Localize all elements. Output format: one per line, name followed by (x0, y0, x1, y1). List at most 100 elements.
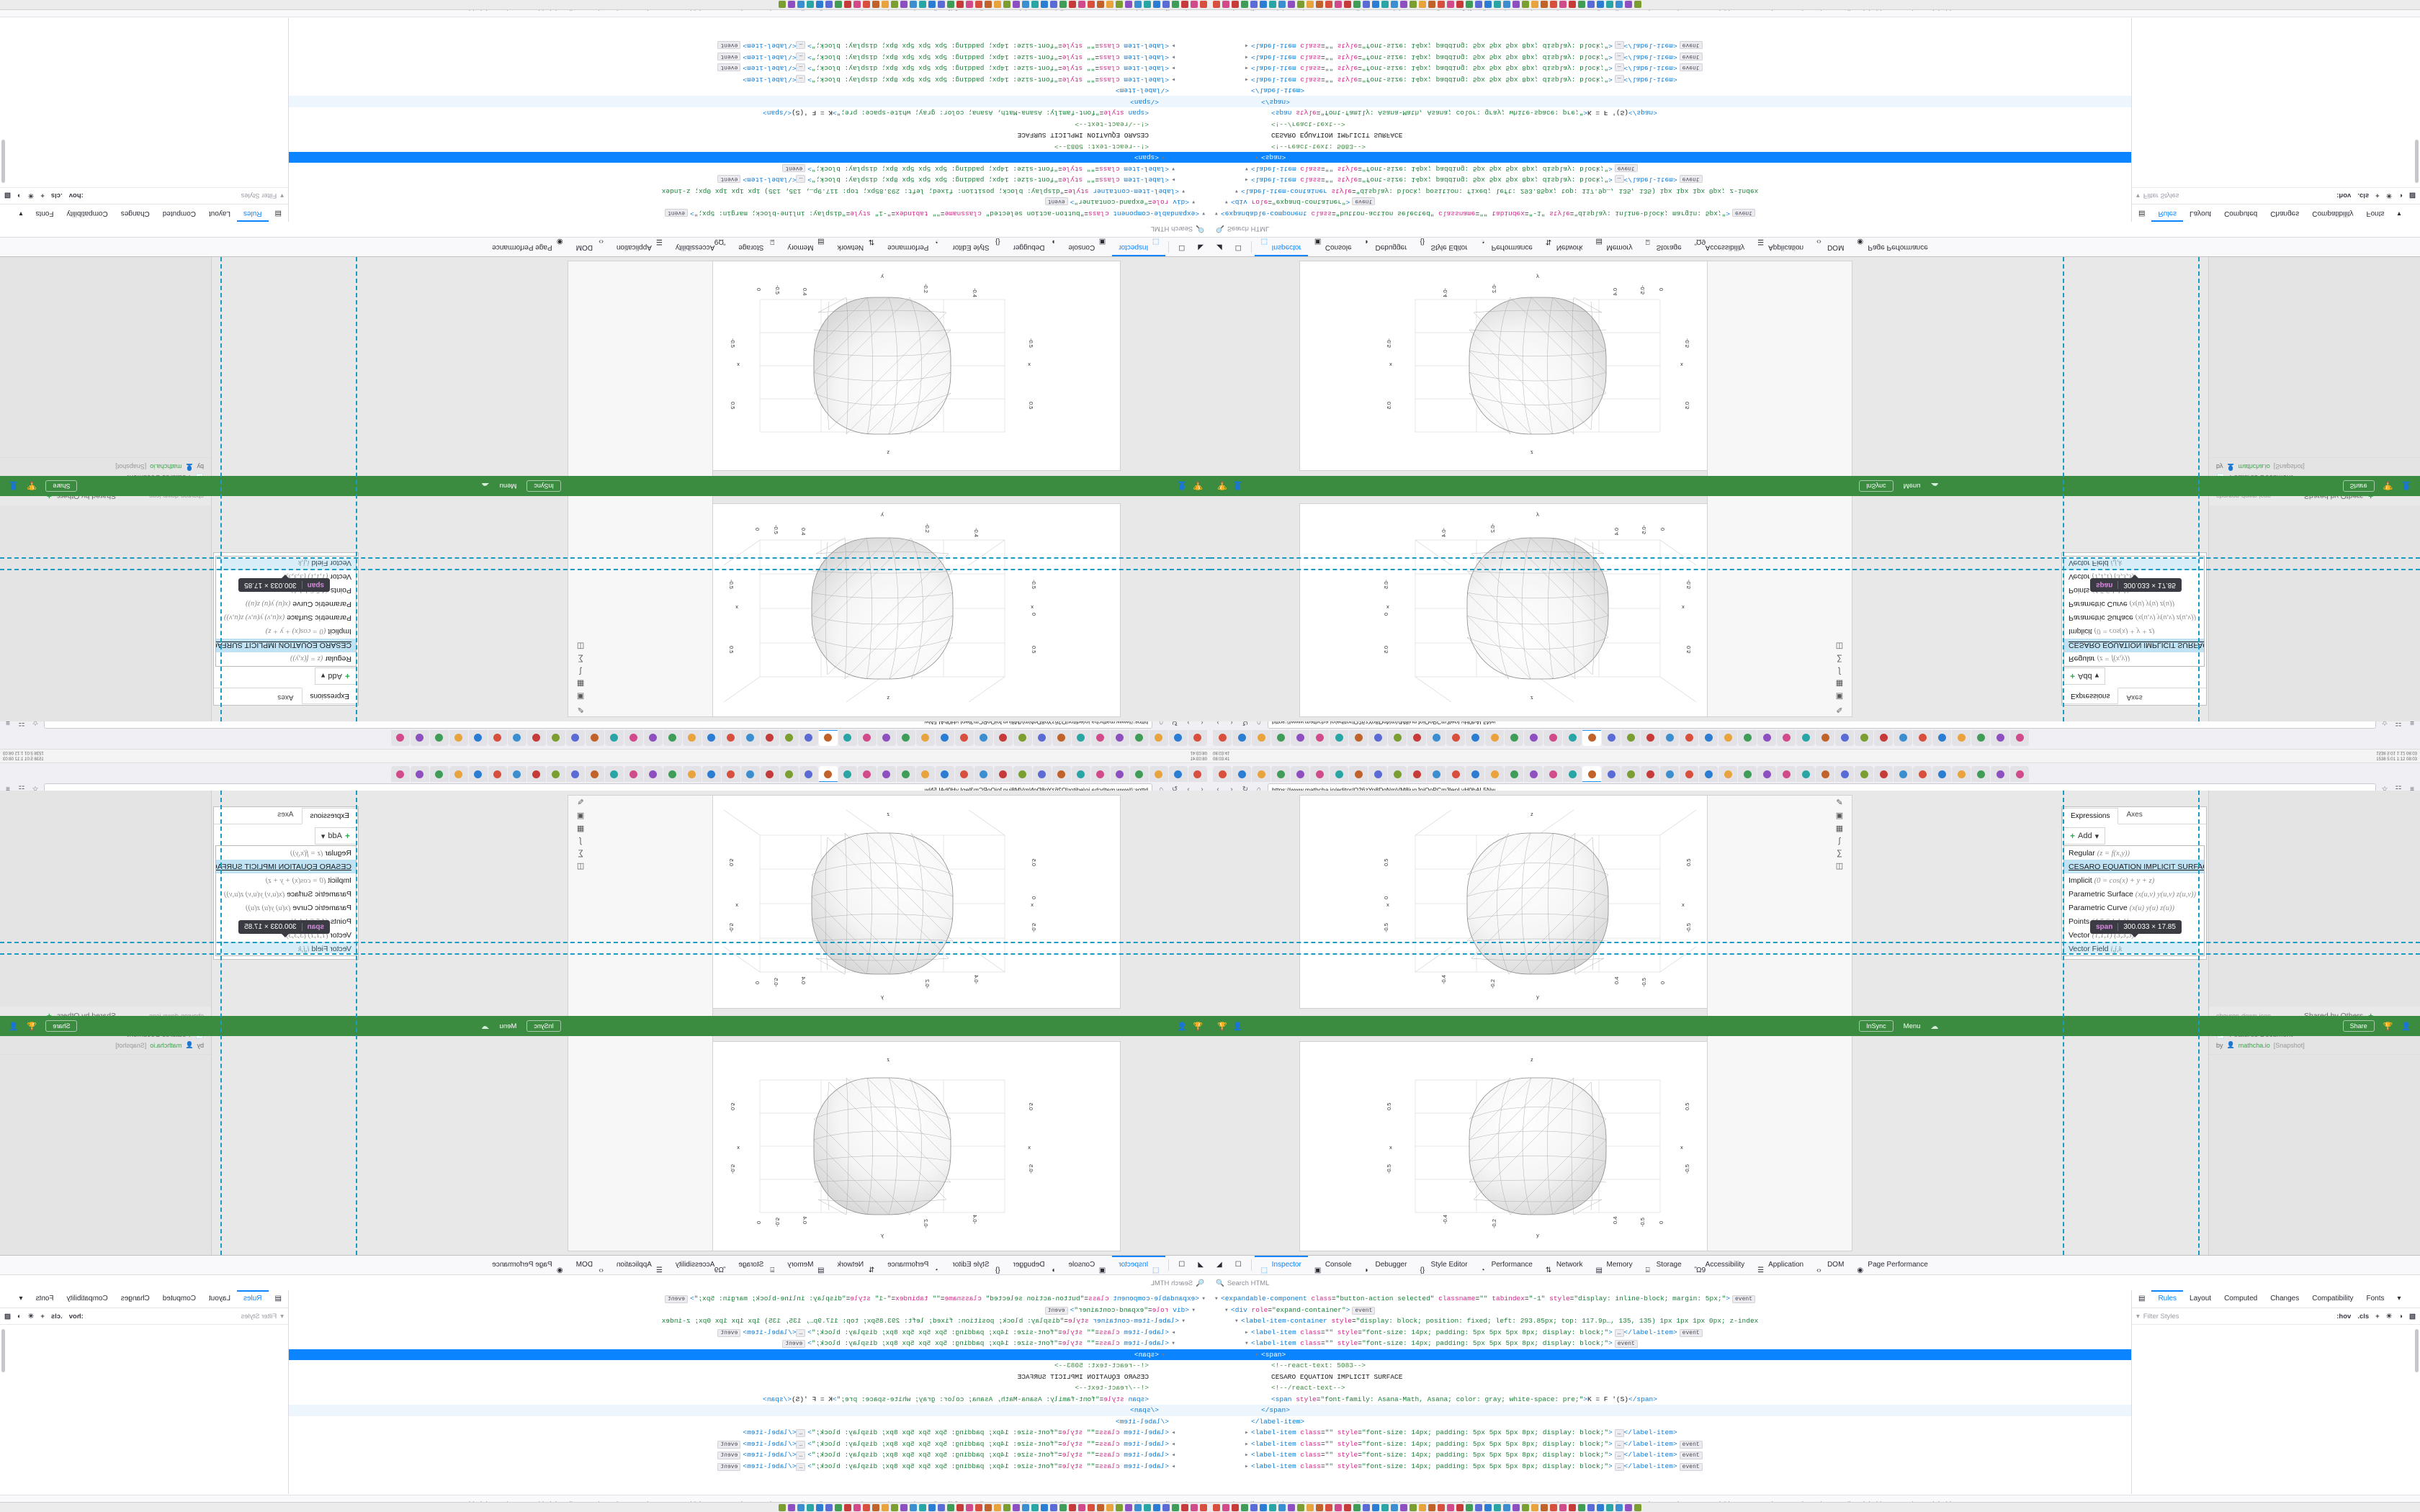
filter-styles-input[interactable]: Filter Styles (241, 192, 277, 200)
taskbar-app-icon[interactable] (1503, 1503, 1510, 1511)
markup-row[interactable]: <span style="font-family: Asana-Math, As… (763, 1395, 1149, 1403)
taskbar-app-icon[interactable] (835, 1, 842, 9)
markup-view[interactable]: ▾<expandable-component class="button-act… (289, 18, 1210, 222)
taskbar-app-icon[interactable] (975, 1503, 982, 1511)
taskbar-app-icon[interactable] (1191, 1, 1198, 9)
expand-twisty-icon[interactable]: ▸ (1171, 1428, 1175, 1436)
devtools-tab-storage[interactable]: ⌸ Storage (1639, 238, 1688, 256)
browser-tab[interactable] (1835, 730, 1854, 746)
browser-tab[interactable] (411, 730, 429, 746)
search-html-box[interactable]: 🔍 Search HTML (1216, 225, 1269, 233)
user-icon[interactable]: 👤 (1177, 481, 1188, 490)
expression-menu-item[interactable]: CESARO EQUATION IMPLICIT SURFACE K = F ′… (216, 639, 356, 652)
browser-tab[interactable] (1718, 766, 1737, 782)
browser-tab[interactable] (1232, 766, 1251, 782)
taskbar-app-icon[interactable] (1353, 1503, 1361, 1511)
shared-file-author[interactable]: mathcha.io (150, 463, 182, 471)
class-toggle-button[interactable]: .cls (2357, 192, 2370, 200)
css-tab-changes[interactable]: Changes (2270, 1295, 2300, 1302)
taskbar-app-icon[interactable] (825, 1503, 833, 1511)
devtools-tab-network[interactable]: ⇅ Network (830, 238, 881, 256)
devtools-tab-accessibility[interactable]: Ὣ9 Accessibility (1688, 1256, 1751, 1274)
browser-tab[interactable] (741, 730, 760, 746)
taskbar-app-icon[interactable] (1134, 1, 1142, 9)
taskbar-app-icon[interactable] (1325, 1, 1332, 9)
taskbar-app-icon[interactable] (1278, 1, 1286, 9)
browser-tab[interactable] (1169, 766, 1188, 782)
expand-twisty-icon[interactable]: ▾ (1214, 210, 1219, 217)
css-pane-scrollbar[interactable] (1, 140, 5, 183)
browser-tab[interactable] (1602, 766, 1621, 782)
taskbar-app-icon[interactable] (1144, 1503, 1151, 1511)
expand-twisty-icon[interactable]: ▸ (1171, 1328, 1175, 1336)
expand-twisty-icon[interactable]: ▾ (1201, 210, 1206, 217)
browser-tab[interactable] (1427, 766, 1446, 782)
browser-tab[interactable] (1111, 766, 1129, 782)
browser-tab[interactable] (974, 766, 993, 782)
taskbar-app-icon[interactable] (1069, 1, 1076, 9)
taskbar-app-icon[interactable] (1213, 1503, 1220, 1511)
devtools-tab-console[interactable]: ▣ Console (1308, 1256, 1358, 1274)
browser-tab[interactable] (916, 730, 935, 746)
browser-tab[interactable] (936, 730, 954, 746)
os-taskbar[interactable] (1210, 0, 2420, 10)
taskbar-app-icon[interactable] (1191, 1503, 1198, 1511)
tool-icon-rail[interactable]: ✎ ▣ ▦ ∫ ∑ ◫ (570, 642, 591, 714)
browser-tab[interactable] (741, 766, 760, 782)
taskbar-app-icon[interactable] (1531, 1, 1538, 9)
browser-tab[interactable] (780, 766, 799, 782)
markup-row[interactable]: <!--react-text: 5083--> (1054, 143, 1149, 150)
taskbar-app-icon[interactable] (1550, 1, 1557, 9)
pencil-icon[interactable]: ✎ (1836, 705, 1843, 714)
expression-menu-item[interactable]: Parametric Curve (x(u) y(u) z(u)) (2064, 598, 2204, 611)
share-button[interactable]: Share (45, 480, 78, 492)
taskbar-app-icon[interactable] (1069, 1503, 1076, 1511)
taskbar-app-icon[interactable] (966, 1, 973, 9)
taskbar-app-icon[interactable] (1003, 1503, 1010, 1511)
expand-twisty-icon[interactable]: ▸ (1171, 42, 1175, 50)
browser-tab[interactable] (1052, 766, 1071, 782)
taskbar-app-icon[interactable] (1013, 1, 1020, 9)
markup-row[interactable]: ▾<div role="expand-container">event (289, 1305, 1210, 1316)
taskbar-app-icon[interactable] (994, 1, 1001, 9)
markup-view[interactable]: ▾<expandable-component class="button-act… (1210, 1290, 2131, 1494)
browser-tab[interactable] (1971, 730, 1990, 746)
taskbar-app-icon[interactable] (835, 1503, 842, 1511)
light-scheme-button[interactable]: ☀ (2385, 192, 2393, 200)
expression-type-menu[interactable]: Regular (z = f(x,y)) CESARO EQUATION IMPL… (2063, 556, 2205, 667)
element-picker-icon[interactable]: ◢ (1216, 1261, 1222, 1269)
expressions-tab-expressions[interactable]: Expressions (2062, 688, 2119, 704)
browser-tab[interactable] (780, 730, 799, 746)
expression-menu-item[interactable]: Implicit (0 = cos(x) + y + z) (2064, 625, 2204, 639)
devtools-tab-dom[interactable]: ‹› DOM (570, 238, 610, 256)
browser-tab[interactable] (1738, 730, 1757, 746)
browser-tab[interactable] (624, 730, 643, 746)
browser-tab[interactable] (1952, 766, 1971, 782)
element-picker-icon[interactable]: ◢ (1198, 1261, 1204, 1269)
devtools-tab-dom[interactable]: ‹› DOM (570, 1256, 610, 1274)
taskbar-app-icon[interactable] (1363, 1, 1370, 9)
trophy-icon[interactable]: 🏆 (1217, 481, 1227, 490)
event-badge[interactable]: event (717, 1440, 741, 1449)
browser-tab[interactable] (702, 730, 721, 746)
pseudo-class-button[interactable]: :hov (68, 1312, 84, 1320)
taskbar-app-icon[interactable] (1512, 1, 1520, 9)
expressions-tab-axes[interactable]: Axes (2126, 693, 2143, 701)
markup-view[interactable]: ▾<expandable-component class="button-act… (289, 1290, 1210, 1494)
pseudo-class-button[interactable]: :hov (68, 192, 84, 200)
expand-twisty-icon[interactable]: ▾ (1181, 187, 1186, 195)
browser-tab[interactable] (1388, 766, 1407, 782)
browser-tab[interactable] (644, 730, 663, 746)
os-taskbar[interactable] (0, 0, 1210, 10)
print-media-button[interactable]: ▧ (2409, 192, 2416, 200)
browser-tab[interactable] (1874, 730, 1893, 746)
browser-tab[interactable] (1232, 730, 1251, 746)
forward-icon[interactable]: › (1230, 786, 1233, 793)
taskbar-app-icon[interactable] (1022, 1, 1029, 9)
browser-tab[interactable] (877, 766, 896, 782)
browser-tab[interactable] (586, 766, 604, 782)
css-tab-layout[interactable]: Layout (208, 1295, 230, 1302)
markup-row[interactable]: ▸<label-item class="" style="font-size: … (1210, 40, 2131, 52)
markup-row[interactable]: ▸<label-item class="" style="font-size: … (1210, 52, 2131, 63)
markup-row[interactable]: ▸<label-item class="" style="font-size: … (1210, 74, 2131, 86)
